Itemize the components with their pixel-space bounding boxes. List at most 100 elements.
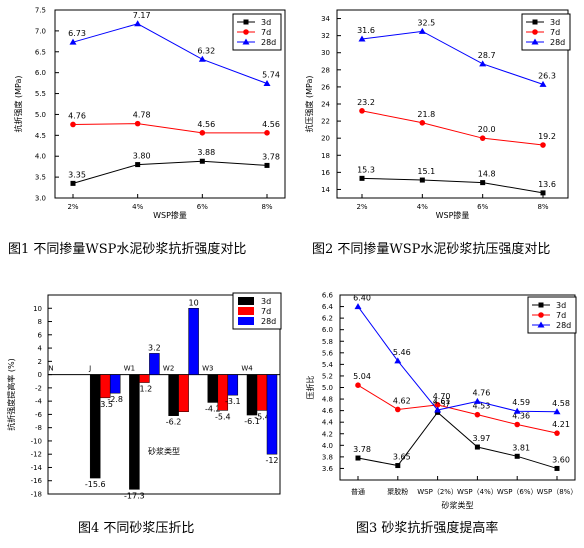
data-label-28d: 4.58 <box>552 399 570 408</box>
data-label-7d: 4.56 <box>262 120 280 129</box>
y-tick-label: -6 <box>35 411 43 419</box>
data-label-7d: 4.53 <box>472 402 490 411</box>
y-tick-label: -4 <box>35 398 43 406</box>
series-line-3d <box>361 177 544 194</box>
data-point-3d <box>70 180 76 186</box>
y-tick-label: 6.2 <box>322 315 333 323</box>
y-tick-label: 4.6 <box>322 407 334 415</box>
data-point-3d <box>395 463 401 469</box>
data-point-28d <box>418 27 426 34</box>
caption-figure-4: 图4 不同砂浆压折比 <box>78 521 194 536</box>
data-label-28d: 32.5 <box>417 18 435 27</box>
data-point-3d <box>355 455 361 461</box>
y-tick-label: 8 <box>38 318 42 326</box>
legend-label: 28d <box>261 38 276 47</box>
legend-label: 28d <box>550 38 565 47</box>
x-axis-label: 砂浆类型 <box>148 446 180 456</box>
data-label-7d: 4.21 <box>552 420 570 429</box>
data-label-28d: 5.46 <box>393 348 411 357</box>
category-label: W1 <box>124 365 135 373</box>
bar-label-28d: -3.1 <box>225 397 241 406</box>
caption-figure-2: 图2 不同掺量WSP水泥砂浆抗压强度对比 <box>312 241 550 257</box>
data-point-28d <box>263 80 271 87</box>
legend-marker <box>538 302 544 308</box>
plot-frame <box>47 294 281 495</box>
y-axis-label: 压折比 <box>305 376 315 400</box>
data-label-7d: 19.2 <box>538 132 556 141</box>
data-point-3d <box>419 177 425 183</box>
legend-label: 7d <box>261 307 271 316</box>
data-label-3d: 4.57 <box>433 399 451 408</box>
legend-swatch <box>238 297 254 305</box>
y-tick-label: 5.5 <box>35 90 46 98</box>
data-point-7d <box>434 402 441 408</box>
x-tick-label: WSP（6%） <box>497 488 538 496</box>
y-axis-label: 抗折强度 (MPa) <box>13 75 23 132</box>
y-tick-label: 5.0 <box>322 384 333 392</box>
bar-3d <box>89 374 101 479</box>
bar-28d <box>109 374 121 394</box>
chart-compression-flexure-ratio-bars: -18 -16 -14 -12 -10 -8 -6 -4 -2 0 2 4 6 8 10 抗折强度提高率 (%… <box>6 292 282 500</box>
x-tick-label: 8% <box>537 203 548 211</box>
legend-label: 7d <box>261 28 271 37</box>
bar-label-7d: -3.5 <box>97 400 113 409</box>
series-line-3d <box>72 160 268 184</box>
data-point-3d <box>359 175 365 181</box>
series-line-7d <box>361 110 544 146</box>
data-label-28d: 26.3 <box>538 71 556 80</box>
data-label-7d: 4.56 <box>197 120 215 129</box>
data-label-3d: 3.78 <box>353 445 371 454</box>
y-tick-label: -2 <box>35 384 42 392</box>
y-tick-label: -18 <box>31 491 42 499</box>
data-point-7d <box>419 120 426 126</box>
data-label-3d: 3.65 <box>393 453 411 462</box>
data-point-3d <box>199 158 205 164</box>
data-point-3d <box>474 444 480 450</box>
data-label-3d: 3.78 <box>262 152 280 161</box>
x-tick-label: 6% <box>197 203 208 211</box>
legend-label: 7d <box>550 28 560 37</box>
y-tick-label: 6.0 <box>322 326 333 334</box>
data-label-28d: 4.61 <box>433 397 451 406</box>
data-point-28d <box>434 406 442 413</box>
data-label-3d: 3.97 <box>472 434 490 443</box>
data-label-7d: 4.70 <box>433 392 451 401</box>
data-point-7d <box>540 142 546 148</box>
y-axis-label: 抗压强度 (MPa) <box>304 75 314 132</box>
data-label-7d: 23.2 <box>357 98 375 107</box>
y-tick-label: 5.4 <box>322 361 334 369</box>
y-tick-label: 0 <box>38 371 42 379</box>
data-point-7d <box>264 130 270 136</box>
chart-flexural-strength: 3.0 3.5 4.0 4.5 5.0 5.5 6.0 6.5 7.0 7.5 抗折强度 (MPa)… <box>13 7 286 220</box>
data-label-28d: 4.76 <box>472 388 490 397</box>
data-label-3d: 3.88 <box>197 148 215 157</box>
bar-label-3d: -6.2 <box>166 418 182 427</box>
x-tick-label: WSP（8%） <box>537 488 578 496</box>
y-tick-label: -14 <box>31 464 43 472</box>
y-tick-label: 4.2 <box>322 430 333 438</box>
series-line-7d <box>72 123 267 134</box>
data-label-3d: 3.80 <box>133 152 151 161</box>
legend-label: 28d <box>261 317 276 326</box>
legend-swatch <box>238 317 254 325</box>
y-tick-label: -16 <box>31 477 43 485</box>
data-point-7d <box>514 421 520 428</box>
data-point-28d <box>479 60 487 67</box>
bar-label-3d: -15.6 <box>85 480 106 489</box>
y-tick-label: 7.5 <box>35 7 46 15</box>
legend-marker <box>243 29 249 35</box>
bar-label-28d: -2.8 <box>107 395 123 404</box>
y-tick-label: 18 <box>321 152 330 160</box>
data-point-7d <box>134 120 141 127</box>
legend-marker <box>242 38 250 45</box>
legend-marker <box>532 19 538 25</box>
legend-label: 28d <box>556 321 571 330</box>
legend-label: 3d <box>550 18 560 27</box>
data-point-7d <box>355 382 361 388</box>
data-point-7d <box>70 121 76 128</box>
y-tick-label: 6.0 <box>35 69 46 77</box>
data-label-3d: 3.35 <box>68 170 86 179</box>
data-label-7d: 4.76 <box>68 111 86 120</box>
data-label-28d: 6.73 <box>68 29 86 38</box>
series-line-7d <box>357 384 558 434</box>
